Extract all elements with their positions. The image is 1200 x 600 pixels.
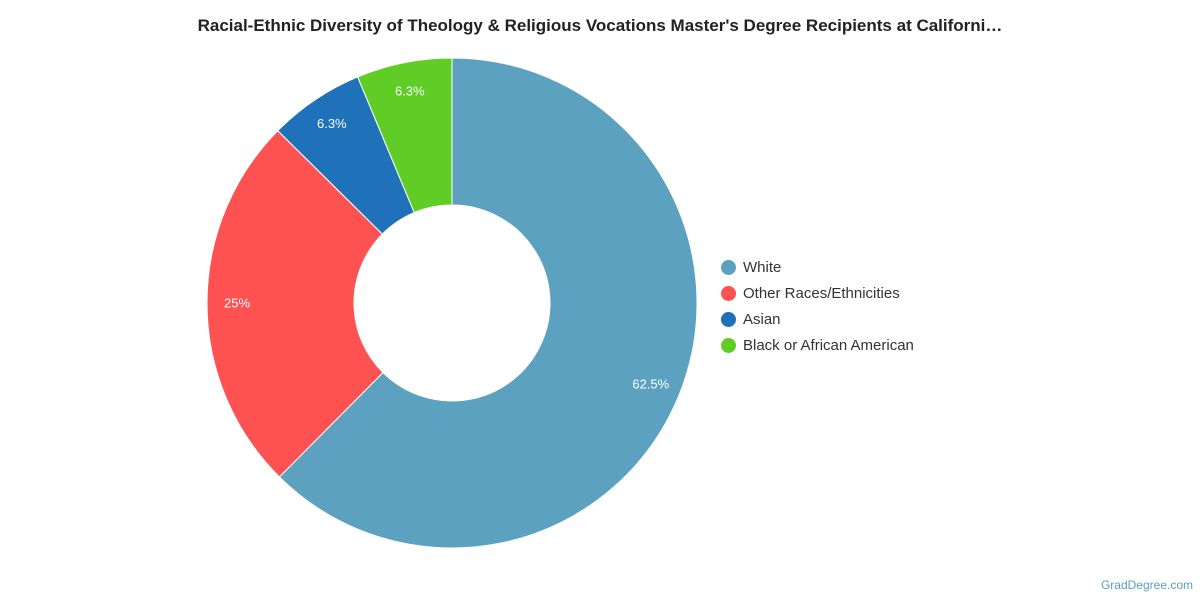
legend-label-other-races: Other Races/Ethnicities — [743, 284, 900, 302]
legend-item-white[interactable]: White — [721, 254, 914, 280]
slice-label-white: 62.5% — [632, 376, 669, 391]
legend-item-black[interactable]: Black or African American — [721, 332, 914, 358]
legend-dot-asian — [721, 311, 736, 327]
legend-label-white: White — [743, 258, 782, 276]
credit-link[interactable]: GradDegree.com — [1100, 578, 1193, 592]
legend-dot-white — [721, 259, 736, 275]
legend-item-asian[interactable]: Asian — [721, 306, 914, 332]
chart-title: Racial-Ethnic Diversity of Theology & Re… — [197, 16, 1003, 35]
legend-item-other-races[interactable]: Other Races/Ethnicities — [721, 280, 914, 306]
slice-white[interactable] — [278, 57, 698, 549]
slice-labels: 62.5% 25% 6.3% 6.3% — [224, 84, 670, 392]
slice-label-asian: 6.3% — [317, 116, 347, 131]
legend-dot-black — [721, 337, 736, 353]
donut-slices — [206, 57, 698, 549]
legend-label-black: Black or African American — [743, 336, 914, 354]
slice-black[interactable] — [356, 57, 453, 214]
legend: White Other Races/Ethnicities Asian Blac… — [721, 254, 914, 358]
legend-label-asian: Asian — [743, 310, 781, 328]
slice-other-races[interactable] — [206, 130, 384, 478]
legend-dot-other-races — [721, 285, 736, 301]
slice-label-black: 6.3% — [395, 84, 425, 99]
slice-label-other-races: 25% — [224, 295, 250, 310]
